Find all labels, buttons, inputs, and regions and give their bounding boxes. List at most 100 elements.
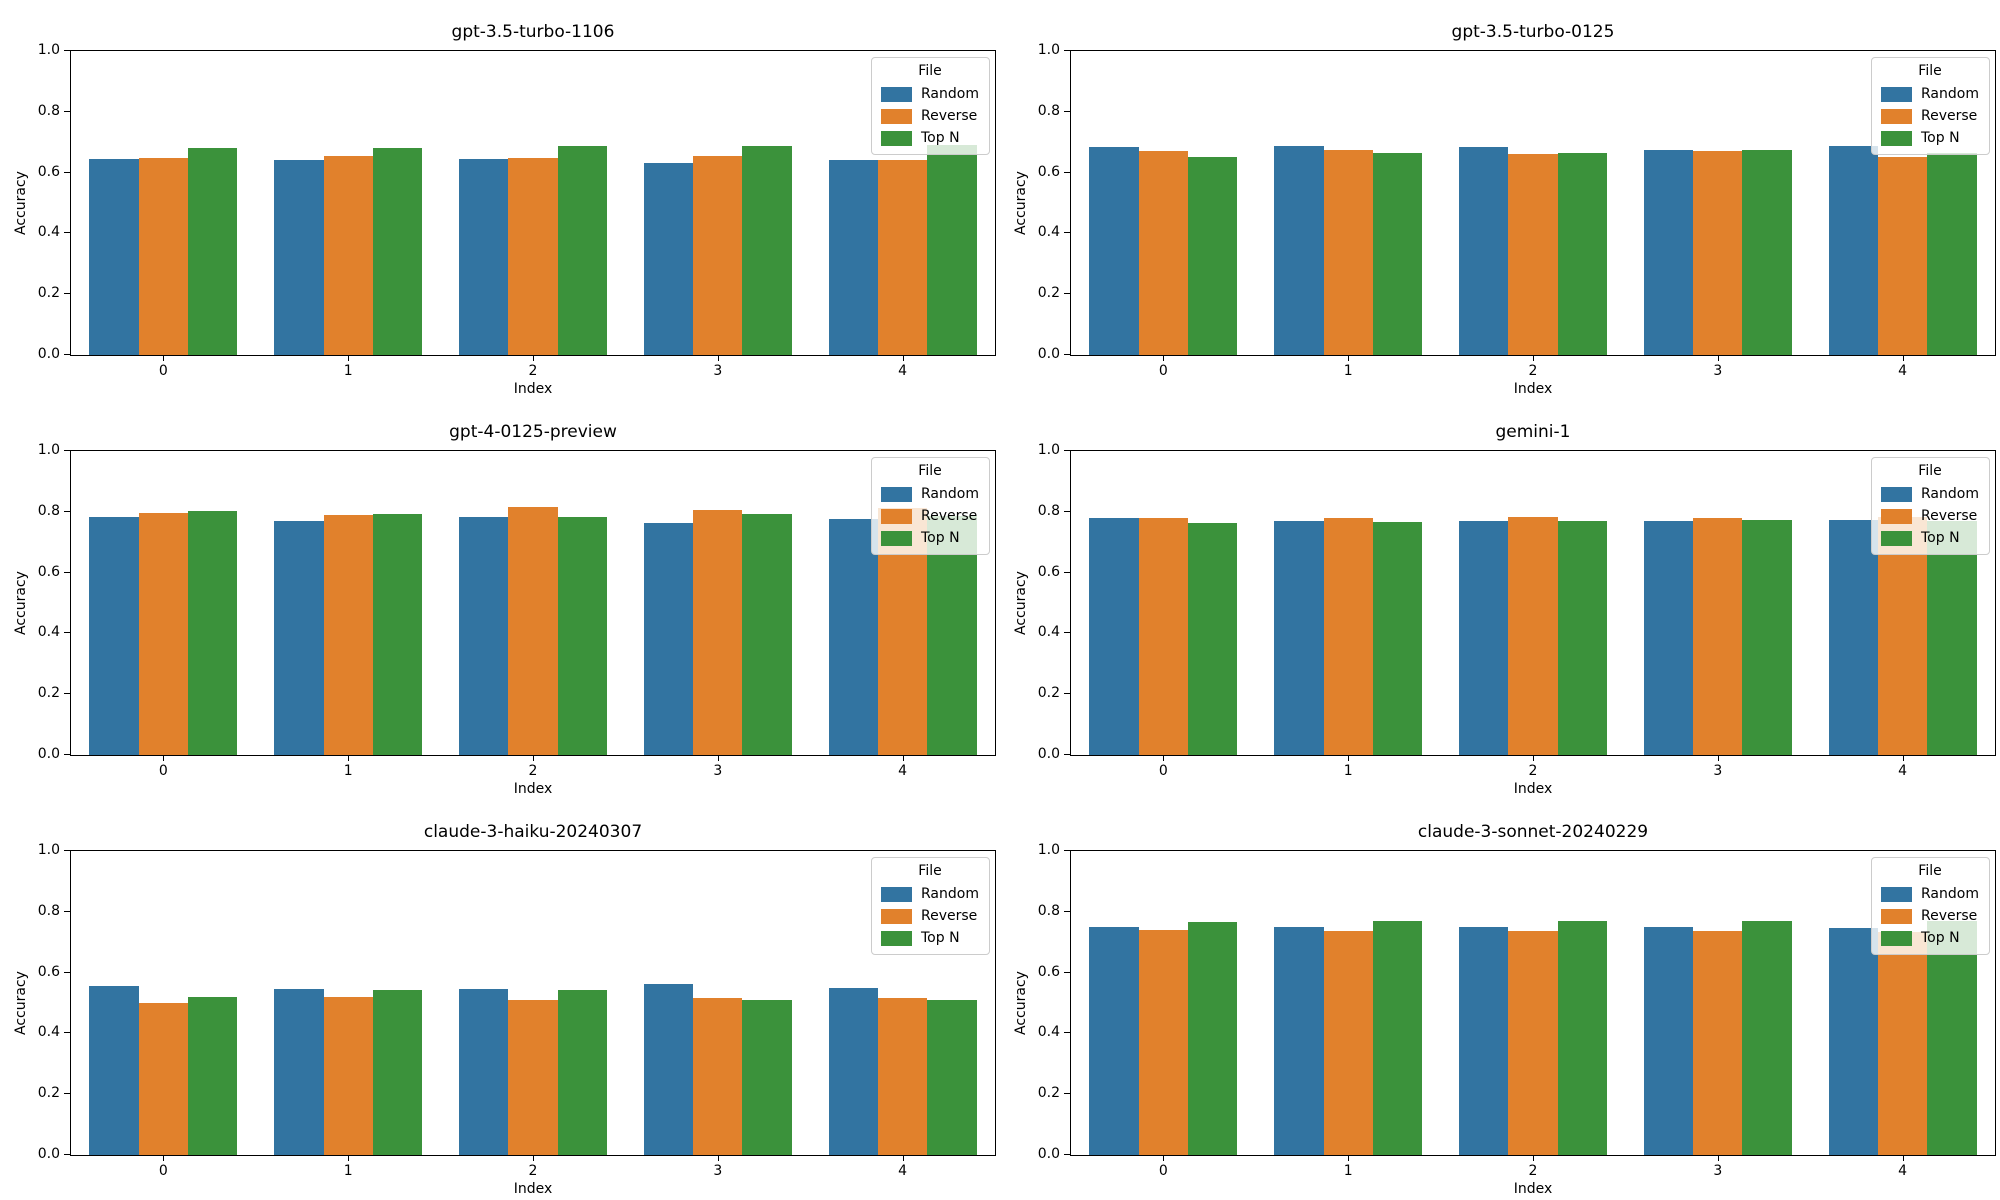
bar-top-n-1 [372,148,423,355]
y-axis-label: Accuracy [13,171,29,235]
bar-random-0 [89,158,139,355]
x-axis-label: Index [1513,781,1553,797]
bar-top-n-3 [1742,920,1792,1155]
legend: File Random Reverse Top N [1871,457,1990,555]
x-tick-label: 4 [898,763,908,779]
x-tick-label: 1 [1343,363,1353,379]
legend-swatch-reverse-icon [1881,908,1912,924]
bar-random-4 [828,160,878,355]
y-axis-label: Accuracy [1013,171,1029,235]
y-tick-label: 1.0 [1037,42,1060,58]
x-tick-mark [533,1156,534,1161]
legend-swatch-top-n-icon [881,930,912,946]
bar-top-n-0 [1188,921,1238,1155]
x-tick-label: 0 [1158,363,1168,379]
bar-top-n-3 [1742,150,1792,355]
legend: File Random Reverse Top N [871,457,990,555]
bar-top-n-1 [1372,522,1423,755]
legend-swatch-top-n-icon [881,130,912,146]
legend-label: Reverse [921,508,978,524]
legend-title: File [918,463,942,479]
x-tick-label: 3 [1713,1163,1723,1179]
x-tick-label: 4 [1898,363,1908,379]
bar-reverse-4 [1877,931,1928,1155]
legend-swatch-top-n-icon [1881,130,1912,146]
y-tick-mark [1064,1154,1070,1155]
y-tick-mark [1064,693,1070,695]
x-tick-label: 2 [1528,1163,1538,1179]
y-tick-mark [64,110,70,112]
y-tick-label: 0.4 [1037,624,1060,641]
bar-top-n-3 [742,145,792,355]
y-tick-label: 0.8 [37,102,60,119]
y-axis-label: Accuracy [1013,571,1029,635]
y-tick-label: 0.2 [37,285,60,302]
bar-reverse-2 [1508,930,1558,1155]
x-tick-mark [348,1156,350,1161]
y-tick-label: 0.6 [1037,963,1060,980]
x-tick-mark [1717,756,1719,761]
bar-reverse-3 [693,509,743,755]
bar-random-1 [1274,520,1324,755]
bar-reverse-1 [323,155,373,355]
legend-label: Top N [1921,130,1960,146]
legend-entry-reverse: Reverse [881,908,979,924]
y-axis-label: Accuracy [13,971,29,1035]
x-tick-label: 0 [158,1163,168,1179]
bar-top-n-4 [927,999,977,1155]
legend-entry-reverse: Reverse [881,108,979,124]
y-tick-mark [1064,571,1070,573]
x-tick-label: 0 [1158,1163,1168,1179]
legend-swatch-top-n-icon [1881,930,1912,946]
y-tick-label: 0.6 [1037,563,1060,580]
y-tick-mark [1064,1032,1070,1034]
bar-reverse-1 [1323,517,1373,755]
y-tick-mark [64,354,70,355]
legend-title: File [918,863,942,879]
x-tick-label: 1 [1343,763,1353,779]
x-tick-mark [533,356,534,361]
y-tick-mark [64,510,70,512]
bar-random-1 [1274,926,1324,1155]
subplot-gpt-4-0125-preview: gpt-4-0125-preview Accuracy 0.0 0.2 0.4 0.6 0.… [0,400,1000,800]
bar-top-n-2 [1557,520,1607,755]
y-tick-mark [64,693,70,695]
subplot-claude-3-sonnet-20240229: claude-3-sonnet-20240229 Accuracy 0.0 0.2 0.… [1000,800,2000,1200]
bar-reverse-1 [323,996,373,1155]
bar-random-3 [1643,926,1694,1155]
legend-swatch-reverse-icon [881,908,912,924]
bar-random-2 [1459,147,1509,355]
bar-random-2 [1459,926,1509,1155]
y-tick-label: 0.4 [37,224,60,241]
legend-swatch-reverse-icon [881,108,912,124]
x-tick-mark [533,756,534,761]
bar-top-n-2 [557,989,607,1155]
legend-entry-top-n: Top N [1881,530,1979,546]
bar-top-n-0 [188,996,238,1155]
x-tick-label: 4 [898,1163,908,1179]
bar-reverse-3 [1693,930,1743,1155]
bar-random-2 [459,516,509,755]
legend-label: Reverse [921,108,978,124]
legend-swatch-top-n-icon [1881,530,1912,546]
bar-reverse-2 [1508,516,1558,755]
legend-label: Random [921,886,979,902]
y-axis-label: Accuracy [1013,971,1029,1035]
y-tick-mark [64,50,70,51]
bar-reverse-0 [1138,517,1189,755]
x-tick-mark [163,1156,165,1161]
y-tick-label: 0.0 [1037,746,1060,762]
y-tick-mark [1064,354,1070,355]
bar-random-3 [643,522,694,755]
y-tick-mark [1064,1093,1070,1095]
x-tick-label: 3 [713,1163,723,1179]
x-tick-label: 2 [1528,763,1538,779]
bar-reverse-2 [508,506,558,755]
bar-random-4 [1828,519,1878,755]
bar-reverse-1 [1323,149,1373,355]
bar-top-n-3 [742,514,792,755]
y-tick-mark [1064,510,1070,512]
y-tick-label: 0.0 [1037,1146,1060,1162]
x-tick-label: 1 [343,1163,353,1179]
y-tick-mark [1064,171,1070,173]
